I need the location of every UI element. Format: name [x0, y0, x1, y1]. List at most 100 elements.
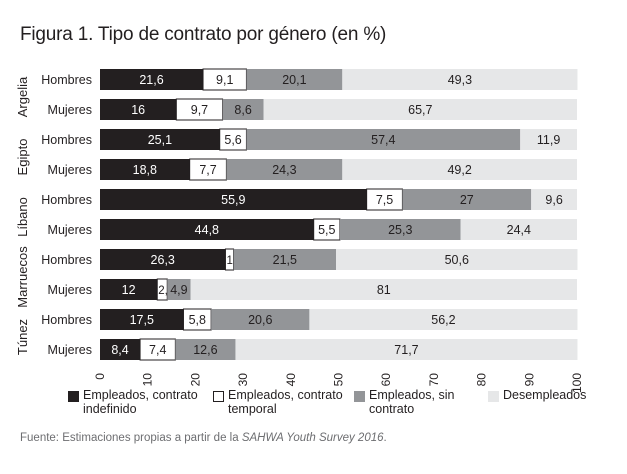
legend-item: Desempleados: [488, 388, 586, 402]
bar-segment: [100, 219, 314, 240]
source-note: Fuente: Estimaciones propias a partir de…: [20, 432, 387, 444]
country-label: Túnez: [15, 319, 30, 355]
bar-segment: [100, 159, 190, 180]
bar-segment: [100, 339, 141, 360]
data-label: 57,4: [371, 133, 395, 147]
x-tick-label: 60: [379, 373, 393, 387]
data-label: 49,2: [447, 163, 471, 177]
data-label: 71,7: [394, 343, 418, 357]
bar-segment: [211, 309, 310, 330]
bar-segment: [263, 99, 577, 120]
bar-segment: [100, 249, 226, 270]
row-label: Mujeres: [48, 103, 92, 117]
data-label: 5,8: [189, 313, 206, 327]
bar-segment: [342, 159, 577, 180]
bar-segment: [336, 249, 578, 270]
bar-segment: [167, 279, 191, 300]
data-label: 7,4: [149, 343, 166, 357]
legend-item: Empleados, contrato indefinido: [68, 388, 198, 416]
x-tick-label: 0: [93, 373, 107, 380]
data-label: 18,8: [133, 163, 157, 177]
data-label: 9,7: [191, 103, 208, 117]
data-label: 5,6: [224, 133, 241, 147]
data-label: 24,3: [272, 163, 296, 177]
data-label: 56,2: [431, 313, 455, 327]
legend-swatch: [213, 391, 224, 402]
bar-segment: [226, 159, 343, 180]
data-label: 20,6: [248, 313, 272, 327]
data-label: 25,3: [388, 223, 412, 237]
data-label: 26,3: [151, 253, 175, 267]
bar-segment: [175, 339, 236, 360]
legend-item: Empleados, contrato temporal: [213, 388, 343, 416]
chart-legend: Empleados, contrato indefinido Empleados,…: [68, 388, 608, 428]
data-label: 8,4: [111, 343, 128, 357]
bar-segment: [246, 129, 521, 150]
x-tick-label: 100: [570, 373, 584, 393]
bar-segment: [100, 99, 177, 120]
data-label: 21,6: [139, 73, 163, 87]
bar-segment: [190, 279, 577, 300]
x-tick-label: 80: [475, 373, 489, 387]
bar-segment: [100, 129, 220, 150]
bar-segment: [531, 189, 577, 210]
row-label: Mujeres: [48, 223, 92, 237]
data-label: 44,8: [195, 223, 219, 237]
bar-segment: [235, 339, 578, 360]
data-label: 7,7: [199, 163, 216, 177]
row-label: Hombres: [41, 133, 92, 147]
data-label: 55,9: [221, 193, 245, 207]
data-label: 65,7: [408, 103, 432, 117]
x-tick-label: 50: [332, 373, 346, 387]
data-label: 11,9: [537, 133, 560, 147]
country-label: Argelia: [15, 76, 30, 117]
data-label: 49,3: [448, 73, 472, 87]
data-label: 81: [377, 283, 391, 297]
source-prefix: Fuente: Estimaciones propias a partir de…: [20, 432, 242, 444]
data-label: 20,1: [282, 73, 306, 87]
legend-swatch: [354, 391, 365, 402]
x-tick-label: 30: [236, 373, 250, 387]
data-label: 12: [122, 283, 136, 297]
legend-swatch: [68, 391, 79, 402]
data-label: 4,9: [170, 283, 187, 297]
data-label: 17,5: [130, 313, 154, 327]
row-label: Hombres: [41, 253, 92, 267]
legend-label: Empleados, contrato temporal: [228, 388, 343, 416]
data-label: 7,5: [376, 193, 393, 207]
bar-segment: [342, 69, 578, 90]
legend-label: Empleados, contrato indefinido: [83, 388, 198, 416]
bar-segment: [246, 69, 343, 90]
x-tick-label: 20: [188, 373, 202, 387]
data-label: 21,5: [273, 253, 297, 267]
bar-segment: [100, 279, 158, 300]
data-label: 16: [131, 103, 145, 117]
source-suffix: .: [383, 432, 387, 444]
data-label: 5,5: [318, 223, 335, 237]
bar-segment: [233, 249, 337, 270]
data-label: 12,6: [193, 343, 217, 357]
data-label: 27: [460, 193, 474, 207]
data-label: 9,1: [216, 73, 233, 87]
data-label: 25,1: [148, 133, 172, 147]
data-label: 9,6: [545, 193, 562, 207]
bar-segment: [222, 99, 264, 120]
legend-label: Desempleados: [503, 388, 587, 402]
data-label: 50,6: [445, 253, 469, 267]
x-tick-label: 90: [522, 373, 536, 387]
x-tick-label: 70: [427, 373, 441, 387]
data-label: 8,6: [234, 103, 251, 117]
country-label: Marruecos: [15, 246, 30, 308]
chart-title: Figura 1. Tipo de contrato por género (e…: [20, 24, 387, 45]
bar-segment: [100, 69, 204, 90]
row-label: Hombres: [41, 73, 92, 87]
row-label: Mujeres: [48, 343, 92, 357]
source-italic: SAHWA Youth Survey 2016: [241, 432, 384, 444]
bar-segment: [460, 219, 577, 240]
bar-segment: [100, 309, 184, 330]
country-label: Egipto: [15, 139, 30, 176]
row-label: Hombres: [41, 313, 92, 327]
x-tick-label: 40: [284, 373, 298, 387]
bar-segment: [402, 189, 532, 210]
x-tick-label: 10: [141, 373, 155, 387]
